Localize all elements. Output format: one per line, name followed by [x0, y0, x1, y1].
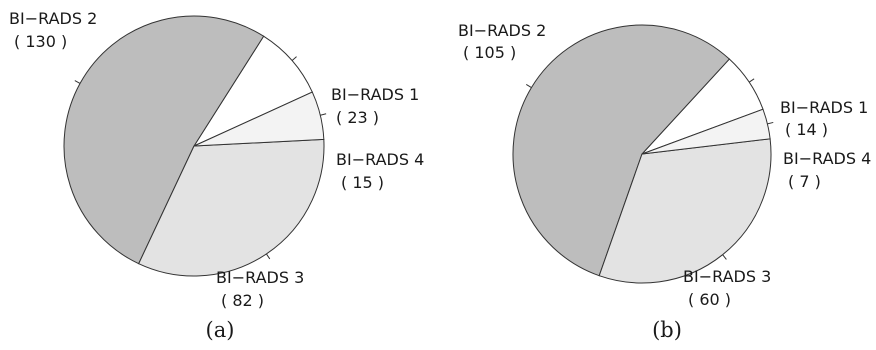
slice-label-tick: [767, 121, 774, 125]
pie-chart-b: BI−RADS 1 ( 14 ) BI−RADS 2 ( 105 ) BI−RADS 3…: [458, 21, 871, 342]
slice-label: BI−RADS 2: [458, 21, 546, 40]
slice-label: BI−RADS 3: [216, 268, 304, 287]
slice-count: ( 23 ): [336, 108, 379, 127]
slice-label-tick: [748, 78, 755, 83]
slice-count: ( 105 ): [463, 43, 516, 62]
slice-label-tick: [320, 113, 327, 116]
pie-slice-2: [63, 15, 265, 265]
slice-label: BI−RADS 4: [783, 149, 871, 168]
slice-label-tick: [291, 56, 297, 61]
pie-slice-3: [138, 138, 325, 277]
slice-count: ( 15 ): [341, 173, 384, 192]
slice-label-tick: [266, 253, 271, 260]
slice-count: ( 130 ): [14, 32, 67, 51]
slice-label-tick: [526, 84, 532, 89]
slice-label: BI−RADS 4: [336, 150, 424, 169]
slice-count: ( 60 ): [688, 290, 731, 309]
slice-label-tick: [722, 254, 727, 260]
slice-count: ( 14 ): [785, 120, 828, 139]
slice-count: ( 7 ): [788, 172, 821, 191]
pie-slice-2: [512, 24, 731, 277]
slice-label-tick: [74, 80, 81, 84]
pie-chart-a: BI−RADS 1 ( 23 ) BI−RADS 2 ( 130 ) BI−RADS 3…: [9, 9, 424, 342]
panel-caption: (a): [206, 318, 235, 342]
slice-label: BI−RADS 1: [780, 98, 868, 117]
slice-label: BI−RADS 2: [9, 9, 97, 28]
panel-caption: (b): [652, 318, 682, 342]
slice-count: ( 82 ): [221, 291, 264, 310]
slice-label: BI−RADS 1: [331, 85, 419, 104]
slice-label: BI−RADS 3: [683, 267, 771, 286]
